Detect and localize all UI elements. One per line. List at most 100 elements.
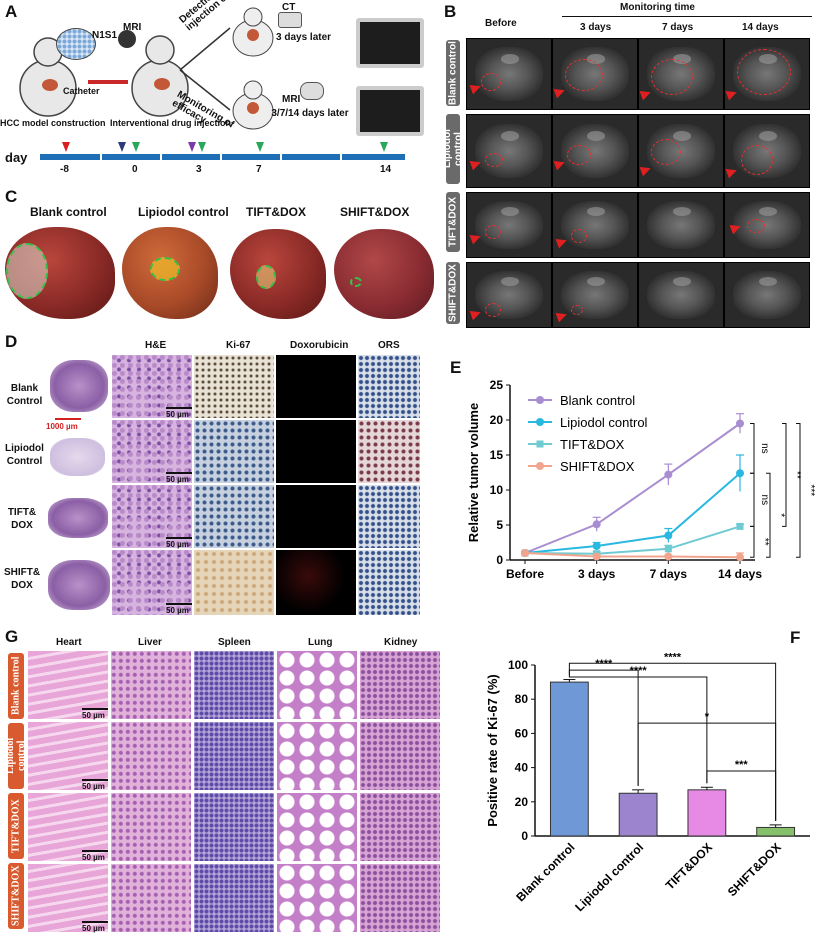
y-tick-label: 25 [490, 378, 504, 392]
cell-dish [56, 28, 96, 60]
x-tick-label: 7 days [650, 567, 688, 581]
legend-label: SHIFT&DOX [560, 459, 635, 474]
scalebar-label: 50 µm [166, 603, 192, 615]
monitoring-arrow [562, 16, 812, 17]
organ-spleen [194, 722, 274, 790]
col-spleen: Spleen [218, 637, 251, 648]
row-shift: SHIFT&DOX [446, 262, 460, 324]
significance-label: ns [759, 495, 770, 506]
scale-1000-label: 1000 µm [46, 422, 78, 431]
panel-g: G Heart Liver Spleen Lung Kidney Blank c… [0, 625, 450, 937]
y-tick-label: 10 [490, 483, 504, 497]
col-ki67: Ki-67 [226, 340, 251, 351]
wsi-blank [50, 360, 108, 412]
day-tick-14: 14 [380, 164, 392, 175]
scalebar-1000 [55, 418, 81, 420]
data-point [521, 549, 529, 557]
x-tick-label: 3 days [578, 567, 616, 581]
histology-ki67 [194, 485, 274, 548]
significance-label: ** [759, 538, 770, 546]
scalebar-label: 50 µm [166, 472, 192, 484]
mri-image [724, 114, 810, 188]
chart-f: 0 20 40 60 80 100 Positive rate of Ki-67 (%) Bl… [485, 651, 810, 914]
y-tick-label: 20 [515, 795, 529, 809]
legend-marker [536, 396, 544, 404]
histology-dox [276, 550, 356, 615]
row-d-tift: TIFT& DOX [7, 507, 37, 531]
panel-c: C Blank control Lipiodol control TIFT&DO… [0, 185, 440, 330]
y-tick-label: 15 [490, 448, 504, 462]
mri-image [724, 192, 810, 258]
series-line [524, 472, 741, 554]
row-g-shift: SHIFT&DOX [8, 863, 24, 929]
flow-arrows [179, 27, 231, 111]
significance-label: **** [664, 651, 682, 663]
organ-lung [277, 651, 357, 719]
data-point [736, 419, 744, 428]
data-point [664, 545, 672, 553]
liver-label-blank: Blank control [30, 205, 107, 219]
x-tick-label: Lipiodol control [572, 840, 646, 914]
mri-label: MRI [123, 22, 142, 33]
data-point [664, 552, 673, 561]
col-liver: Liver [138, 637, 162, 648]
panel-letter-d: D [5, 332, 18, 351]
panel-letter-c: C [5, 187, 18, 206]
mri-image [552, 38, 638, 110]
organ-heart [28, 651, 108, 719]
panel-d: D H&E Ki-67 Doxorubicin ORS Blank Contro… [0, 330, 420, 620]
histology-ki67 [194, 420, 274, 483]
histology-he [112, 420, 192, 483]
mri-image [638, 38, 724, 110]
legend-marker [536, 462, 544, 470]
mri-image [466, 262, 552, 328]
significance-bracket [796, 423, 801, 558]
histology-ors [358, 420, 420, 483]
x-tick-label: Before [506, 567, 544, 581]
series-line [524, 552, 741, 559]
significance-bracket [750, 423, 755, 474]
day-tick-0: 0 [132, 164, 138, 175]
row-blank: Blank control [446, 40, 460, 106]
scalebar-label: 50 µm [166, 407, 192, 419]
significance-bracket [568, 662, 777, 821]
wsi-tift [48, 498, 108, 538]
data-point [736, 469, 744, 478]
wsi-shift [48, 560, 110, 610]
panel-letter-b: B [444, 2, 457, 21]
mri-image [552, 262, 638, 328]
histology-ki67 [194, 550, 274, 615]
mri-image [466, 192, 552, 258]
row-lipiodol: Lipiodol control [442, 114, 464, 184]
significance-label: ** [791, 471, 802, 479]
mri-image [724, 38, 810, 110]
significance-label: ns [759, 443, 770, 454]
monitor-icon [356, 18, 424, 68]
mri-image [466, 38, 552, 110]
mri-image [638, 262, 724, 328]
data-point [664, 470, 673, 479]
significance-label: * [775, 513, 786, 517]
significance-label: * [705, 711, 710, 723]
liver-photo [334, 229, 434, 319]
legend-label: Blank control [560, 393, 635, 408]
col-heart: Heart [56, 637, 82, 648]
col-7days: 7 days [662, 22, 694, 33]
legend-label: TIFT&DOX [560, 437, 625, 452]
panel-b: B Before Monitoring time 3 days 7 days 1… [440, 0, 819, 330]
significance-label: *** [735, 759, 749, 771]
row-d-shift: SHIFT& DOX [3, 567, 41, 591]
legend-label: Lipiodol control [560, 415, 648, 430]
row-g-tift: TIFT&DOX [8, 793, 24, 859]
y-tick-label: 100 [508, 658, 528, 672]
liver-label-lipiodol: Lipiodol control [138, 205, 229, 219]
organ-liver [111, 722, 191, 790]
col-he: H&E [145, 340, 167, 351]
organ-lung [277, 864, 357, 932]
col-kidney: Kidney [384, 637, 418, 648]
mri2-label: MRI [282, 94, 301, 105]
row-d-lipiodol: Lipiodol Control [5, 443, 44, 467]
ct-label: CT [282, 2, 296, 13]
day-tick-7: 7 [256, 164, 262, 175]
organ-kidney [360, 864, 440, 932]
